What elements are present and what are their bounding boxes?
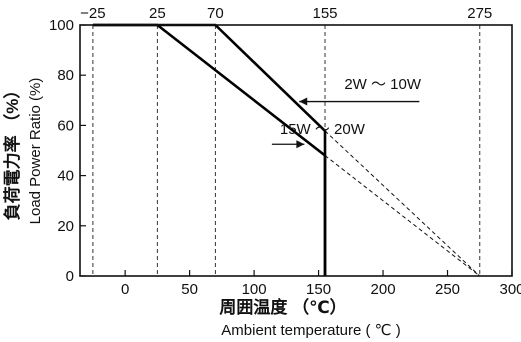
- top-tick-label-155: 155: [312, 5, 337, 22]
- x-axis-title-english: Ambient temperature ( ℃ ): [221, 322, 400, 339]
- top-tick-label-25: 25: [149, 5, 166, 22]
- y-tick-label-100: 100: [49, 17, 74, 34]
- y-tick-label-0: 0: [66, 268, 74, 285]
- x-tick-label-100: 100: [242, 281, 267, 298]
- top-tick-label-275: 275: [467, 5, 492, 22]
- axis-layer: 0 50 100 150 200 250 300 0 20 40 60 80 100 −25 25 70 155…: [49, 5, 521, 298]
- series-1-solid-line: [92, 23, 327, 276]
- plot-frame: [79, 24, 513, 277]
- annotation-1-arrowhead: [296, 140, 305, 149]
- series-0-dashed-extension: [324, 130, 481, 277]
- annotation-0-label: 2W ～ 10W: [344, 76, 422, 93]
- x-axis-title-japanese: 周囲温度 （℃）: [219, 297, 346, 317]
- y-tick-label-80: 80: [57, 67, 74, 84]
- y-tick-label-60: 60: [57, 117, 74, 134]
- x-tick-label-0: 0: [121, 281, 129, 298]
- series-0-solid-line: [92, 23, 327, 276]
- x-tick-label-300: 300: [499, 281, 521, 298]
- annotation-1-label: 15W ～ 20W: [280, 121, 366, 138]
- annotation-0-arrowhead: [299, 97, 308, 106]
- x-tick-label-150: 150: [306, 281, 331, 298]
- series-layer: [92, 23, 481, 277]
- y-tick-label-40: 40: [57, 168, 74, 185]
- x-tick-label-50: 50: [181, 281, 198, 298]
- y-axis-title-english: Load Power Ratio (%): [27, 78, 44, 225]
- top-tick-label-70: 70: [207, 5, 224, 22]
- y-axis-title-japanese: 負荷電力率 （%）: [2, 82, 22, 221]
- y-tick-label-20: 20: [57, 218, 74, 235]
- series-1-dashed-extension: [324, 155, 481, 277]
- top-tick-label--25: −25: [80, 5, 105, 22]
- x-tick-label-200: 200: [371, 281, 396, 298]
- x-tick-label-250: 250: [435, 281, 460, 298]
- annotation-layer: 2W ～ 10W 15W ～ 20W: [271, 76, 422, 149]
- guides-layer: [92, 25, 481, 276]
